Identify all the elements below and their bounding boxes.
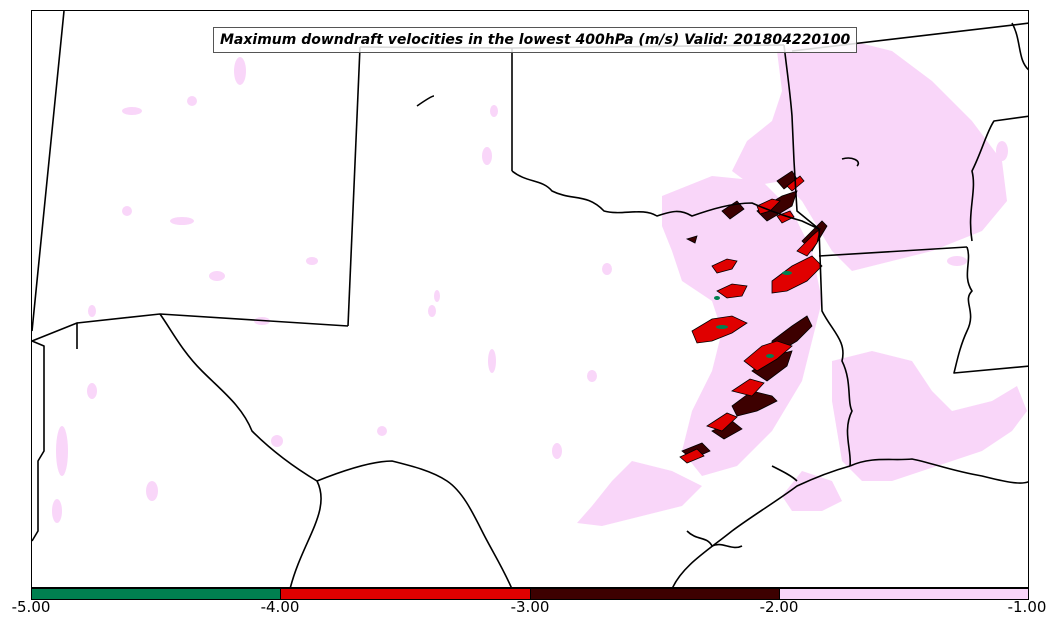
- colorbar-tick-label: -4.00: [260, 598, 300, 616]
- pink-cell: [122, 107, 142, 115]
- rio-grande: [159, 313, 322, 587]
- lake-texoma: [416, 95, 435, 107]
- pink-cell: [122, 206, 132, 216]
- colorbar-tick-label: -2.00: [759, 598, 799, 616]
- pink-cell: [482, 147, 492, 165]
- lake-shape: [841, 157, 860, 167]
- pink-cell: [52, 499, 62, 523]
- red-cell: [691, 315, 748, 344]
- new-mexico-south-border: [32, 322, 78, 349]
- pink-cell: [996, 141, 1008, 161]
- pink-cell: [56, 426, 68, 476]
- colorbar-segment-red: [280, 589, 530, 599]
- colorbar-segment-dark-red: [529, 589, 779, 599]
- colorbar-segment-green: [32, 589, 281, 599]
- green-cell: [782, 271, 792, 275]
- colorbar-tick-label: -5.00: [11, 598, 51, 616]
- bay-outline: [771, 465, 798, 482]
- green-cell: [716, 325, 728, 329]
- tennessee-north: [1011, 22, 1028, 71]
- pink-cell: [377, 426, 387, 436]
- mexico-border-small: [32, 340, 45, 542]
- pink-cell: [88, 305, 96, 317]
- downdraft-green-shading: [714, 271, 792, 358]
- rio-grande-lower: [316, 460, 512, 587]
- pink-cell: [271, 435, 283, 447]
- pink-cell: [428, 305, 436, 317]
- pink-cell: [146, 481, 158, 501]
- pink-cell: [87, 383, 97, 399]
- red-cell: [771, 255, 823, 294]
- red-river: [511, 170, 820, 230]
- red-cell: [756, 198, 781, 215]
- texas-west-border: [76, 313, 349, 327]
- pink-cell: [552, 443, 562, 459]
- pink-cell: [170, 217, 194, 225]
- map-title: Maximum downdraft velocities in the lowe…: [213, 27, 858, 53]
- pink-cell: [187, 96, 197, 106]
- red-cell: [776, 210, 795, 224]
- mississippi-river: [953, 246, 1028, 374]
- arkansas-louisiana-border: [818, 246, 968, 257]
- red-cell: [711, 258, 738, 274]
- colorbar-tick-label: -1.00: [1007, 598, 1047, 616]
- louisiana-coast: [849, 458, 1028, 484]
- pink-region-gulf-band: [577, 461, 702, 526]
- map-canvas: [32, 11, 1028, 587]
- bay-outline: [686, 530, 743, 549]
- colorbar-tick-label: -3.00: [510, 598, 550, 616]
- green-cell: [766, 354, 774, 358]
- dark-red-cell: [756, 190, 798, 222]
- red-cell: [679, 448, 705, 464]
- pink-cell: [488, 349, 496, 373]
- pink-cell: [947, 256, 967, 266]
- arkansas-west-border: [783, 44, 820, 230]
- red-cell: [706, 412, 738, 432]
- red-cell: [731, 378, 765, 397]
- map-panel: Maximum downdraft velocities in the lowe…: [31, 10, 1029, 588]
- pink-cell: [434, 290, 440, 302]
- downdraft-light-shading: [52, 36, 1027, 526]
- texas-gulf-coast: [672, 465, 851, 587]
- green-cell: [714, 296, 720, 300]
- new-mexico-west-border: [32, 11, 65, 332]
- mississippi-river-north: [969, 115, 1028, 242]
- pink-cell: [234, 57, 246, 85]
- louisiana-texas-border: [818, 228, 853, 467]
- pink-cell: [490, 105, 498, 117]
- pink-cell: [306, 257, 318, 265]
- pink-cell: [587, 370, 597, 382]
- pink-cell: [602, 263, 612, 275]
- pink-region-southeast: [832, 351, 1027, 481]
- dark-red-cell: [685, 235, 698, 244]
- pink-region-northeast: [732, 36, 1007, 271]
- pink-cell: [209, 271, 225, 281]
- colorbar-segment-pink: [778, 589, 1028, 599]
- new-mexico-east-border: [347, 46, 361, 327]
- colorbar: [31, 588, 1029, 600]
- red-cell: [716, 283, 748, 299]
